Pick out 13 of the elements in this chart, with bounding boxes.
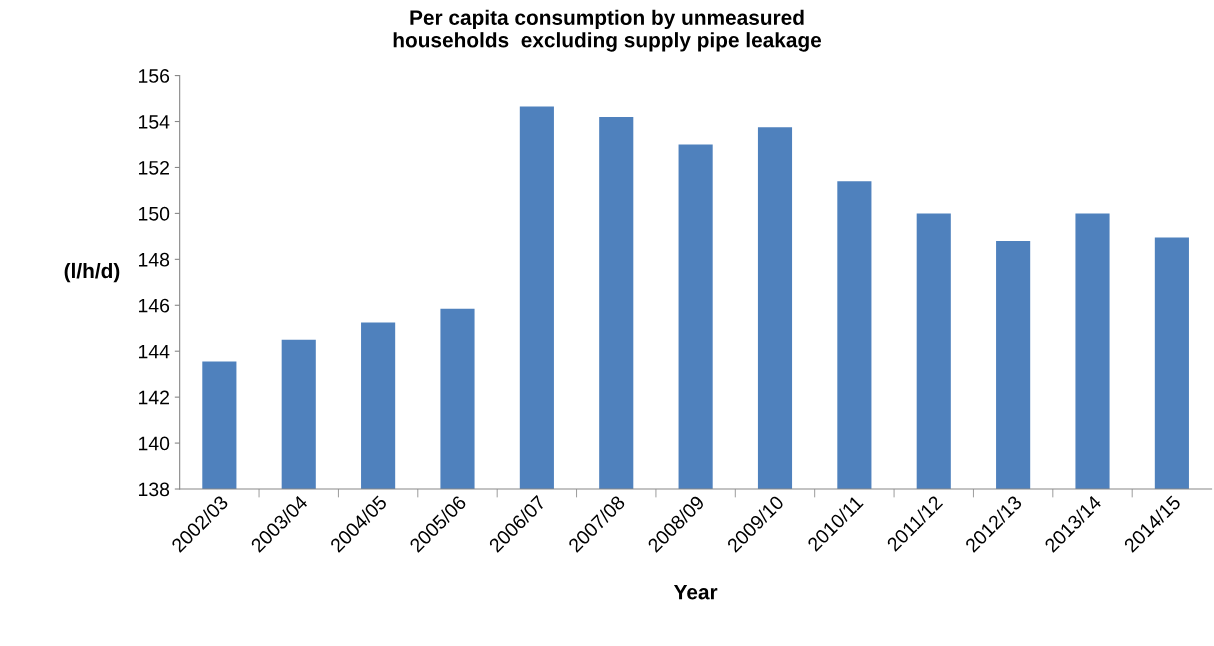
y-tick-label: 140 <box>138 436 170 451</box>
y-tick-label: 156 <box>138 69 170 83</box>
chart-title: Per capita consumption by unmeasured households excluding supply pipe leakage <box>393 9 822 52</box>
x-axis-title: Year <box>673 584 718 600</box>
y-tick-label: 142 <box>138 390 169 405</box>
y-tick-label: 138 <box>138 482 170 497</box>
y-tick-label: 148 <box>138 252 170 267</box>
y-tick-label: 152 <box>138 160 169 175</box>
y-tick-label: 150 <box>138 206 170 221</box>
y-tick-label: 154 <box>138 115 170 129</box>
y-tick-label: 144 <box>138 344 170 359</box>
y-tick-label: 146 <box>138 298 170 313</box>
y-axis-title: (l/h/d) <box>64 262 120 283</box>
